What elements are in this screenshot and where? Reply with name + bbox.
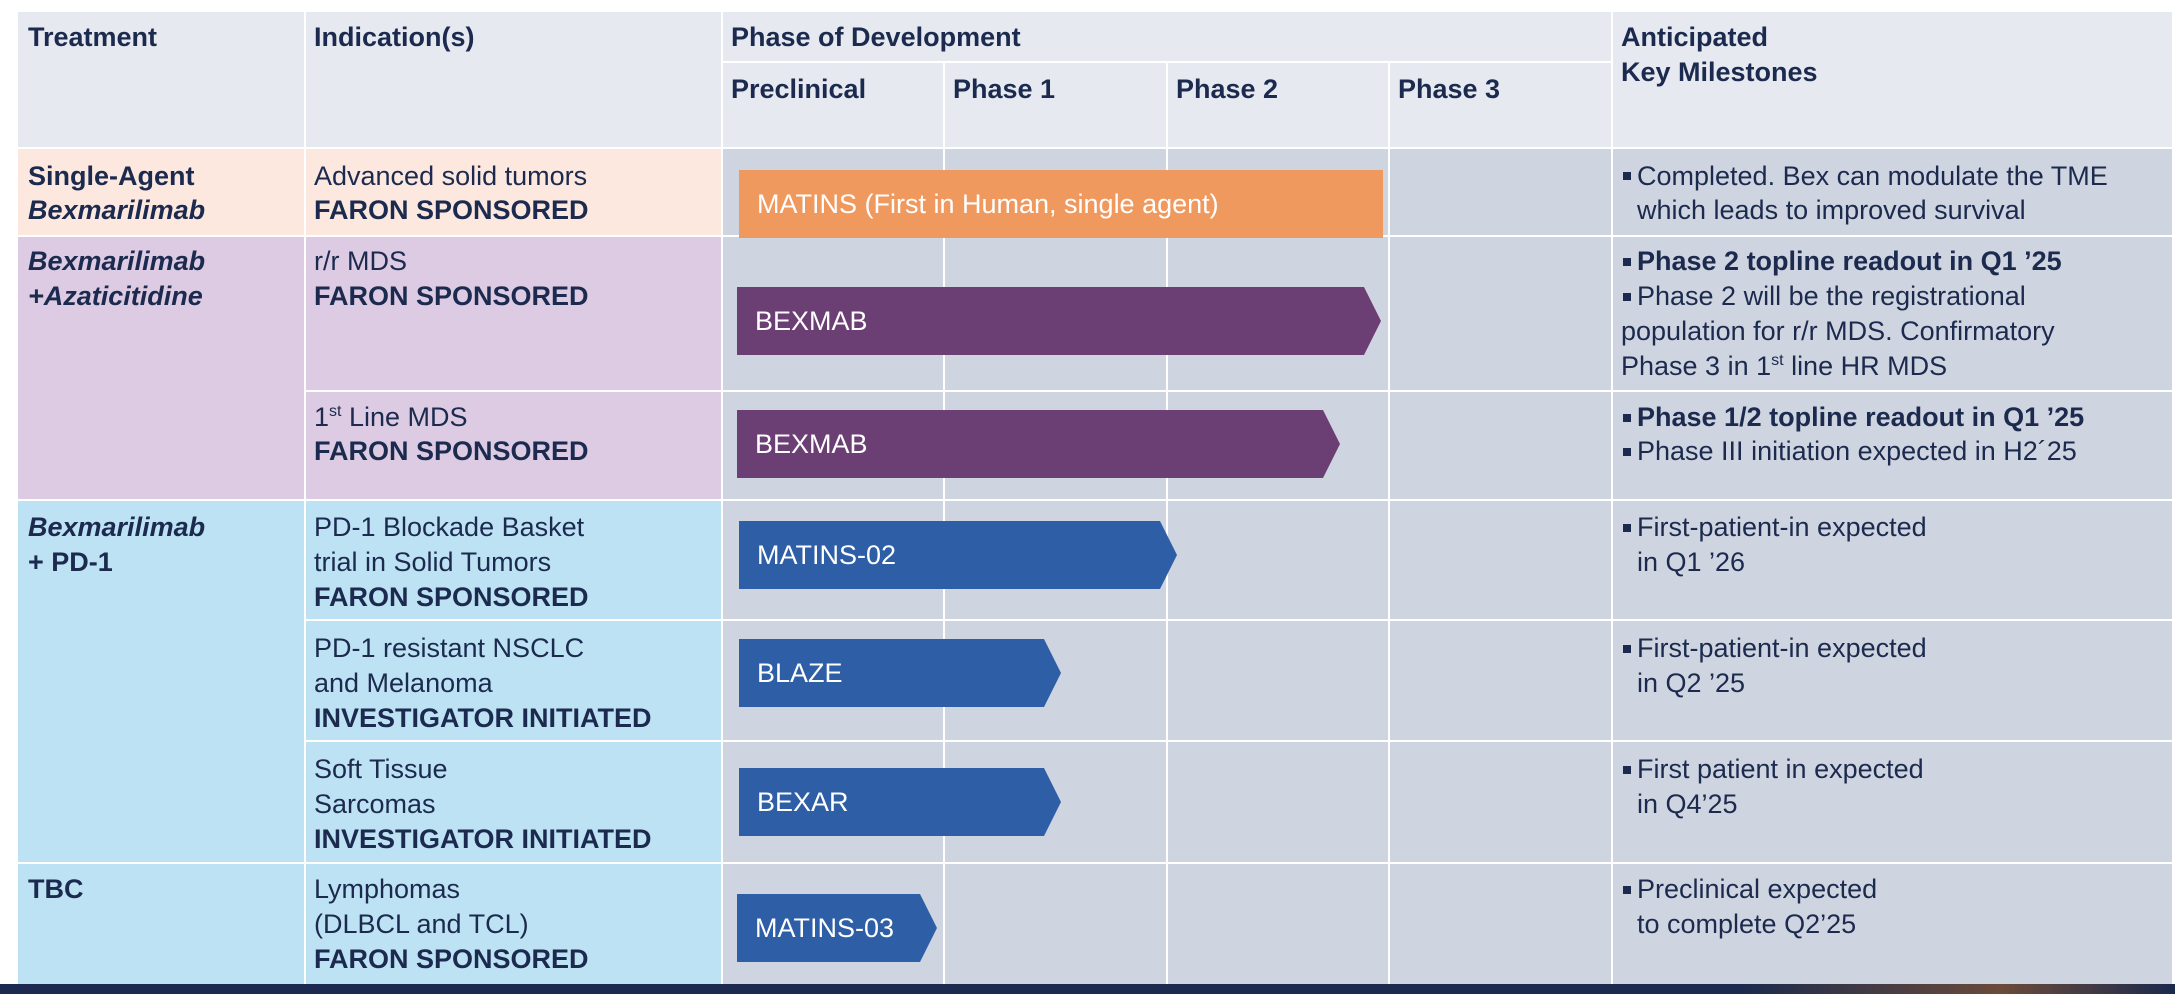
single-agent-group-bg (18, 148, 722, 236)
bullet-icon (1623, 293, 1631, 301)
indication-rr-mds: r/r MDS (314, 246, 407, 276)
program-label: BLAZE (757, 658, 843, 688)
treatment-pd1-line1: Bexmarilimab (28, 512, 206, 542)
milestone-text: Completed. Bex can modulate the TME (1637, 161, 2108, 191)
milestone-text: to complete Q2’25 (1637, 909, 1857, 939)
indication-sponsor: FARON SPONSORED (314, 281, 589, 311)
indication-sponsor: FARON SPONSORED (314, 436, 589, 466)
program-label: BEXMAB (755, 306, 868, 336)
indication-1st-line-mds: 1st Line MDS (314, 402, 468, 432)
program-bar-matins-02: MATINS-02 (739, 521, 1177, 589)
indication-sponsor: FARON SPONSORED (314, 944, 589, 974)
indication-lymphomas-line2: (DLBCL and TCL) (314, 909, 529, 939)
bullet-icon (1623, 414, 1631, 422)
header-phase-1: Phase 1 (953, 74, 1056, 104)
azacitidine-group-bg (18, 236, 722, 500)
indication-lymphomas-line1: Lymphomas (314, 874, 461, 904)
indication-sponsor: FARON SPONSORED (314, 582, 589, 612)
program-bar-matins-03: MATINS-03 (737, 894, 937, 962)
treatment-tbc: TBC (28, 874, 84, 904)
treatment-single-agent-line1: Single-Agent (28, 161, 195, 191)
bullet-icon (1623, 645, 1631, 653)
milestone-text: Phase 2 topline readout in Q1 ’25 (1637, 246, 2062, 276)
bullet-icon (1623, 766, 1631, 774)
bullet-icon (1623, 172, 1631, 180)
indication-advanced-solid-tumors: Advanced solid tumors (314, 161, 588, 191)
treatment-pd1-line2: + PD-1 (28, 547, 113, 577)
bullet-icon (1623, 258, 1631, 266)
program-bar-matins: MATINS (First in Human, single agent) (739, 170, 1383, 238)
program-label: BEXAR (757, 787, 849, 817)
milestone-text: First patient in expected (1637, 754, 1924, 784)
indication-sarcoma-line1: Soft Tissue (314, 754, 448, 784)
milestone-text: population for r/r MDS. Confirmatory (1621, 316, 2055, 346)
indication-nsclc-line1: PD-1 resistant NSCLC (314, 633, 585, 663)
indication-pd1-basket-line1: PD-1 Blockade Basket (314, 512, 585, 542)
milestone-text: Phase 3 in 1st line HR MDS (1621, 351, 1948, 381)
milestone-text: in Q1 ’26 (1637, 547, 1746, 577)
header-milestones-line2: Key Milestones (1621, 57, 1818, 87)
milestone-text: Phase 2 will be the registrational (1637, 281, 2026, 311)
bullet-icon (1623, 886, 1631, 894)
program-label: MATINS (First in Human, single agent) (757, 189, 1219, 219)
milestone-text: Phase III initiation expected in H2´25 (1637, 436, 2077, 466)
indication-sarcoma-line2: Sarcomas (314, 789, 436, 819)
table-header-row (18, 12, 2172, 148)
footer-band (0, 984, 2175, 994)
header-indications: Indication(s) (314, 22, 475, 52)
program-bar-bexmab-1st-line: BEXMAB (737, 410, 1340, 478)
program-label: MATINS-02 (757, 540, 897, 570)
header-milestones-line1: Anticipated (1621, 22, 1769, 52)
milestone-text: First-patient-in expected (1637, 633, 1927, 663)
pd1-group-bg (18, 500, 722, 984)
milestone-text: Preclinical expected (1637, 874, 1878, 904)
indication-nsclc-line2: and Melanoma (314, 668, 493, 698)
milestone-text: which leads to improved survival (1637, 195, 2026, 225)
program-label: MATINS-03 (755, 913, 895, 943)
program-bar-bexmab-rr-mds: BEXMAB (737, 287, 1381, 355)
program-bar-blaze: BLAZE (739, 639, 1061, 707)
header-phase-of-development: Phase of Development (731, 22, 1021, 52)
treatment-aza-line2: +Azaticitidine (28, 281, 203, 311)
milestone-text: in Q4’25 (1637, 789, 1738, 819)
treatment-aza-line1: Bexmarilimab (28, 246, 206, 276)
header-phase-2: Phase 2 (1176, 74, 1279, 104)
program-label: BEXMAB (755, 429, 868, 459)
milestone-text: First-patient-in expected (1637, 512, 1927, 542)
milestone-text: in Q2 ’25 (1637, 668, 1746, 698)
indication-sponsor: INVESTIGATOR INITIATED (314, 703, 652, 733)
header-phase-preclinical: Preclinical (731, 74, 867, 104)
program-bar-bexar: BEXAR (739, 768, 1061, 836)
header-treatment: Treatment (28, 22, 158, 52)
indication-pd1-basket-line2: trial in Solid Tumors (314, 547, 552, 577)
milestone-text: Phase 1/2 topline readout in Q1 ’25 (1637, 402, 2085, 432)
treatment-single-agent-line2: Bexmarilimab (28, 195, 206, 225)
bullet-icon (1623, 448, 1631, 456)
header-phase-3: Phase 3 (1398, 74, 1501, 104)
indication-sponsor: FARON SPONSORED (314, 195, 589, 225)
milestones-area-bg (1612, 148, 2172, 984)
indication-sponsor: INVESTIGATOR INITIATED (314, 824, 652, 854)
bullet-icon (1623, 524, 1631, 532)
